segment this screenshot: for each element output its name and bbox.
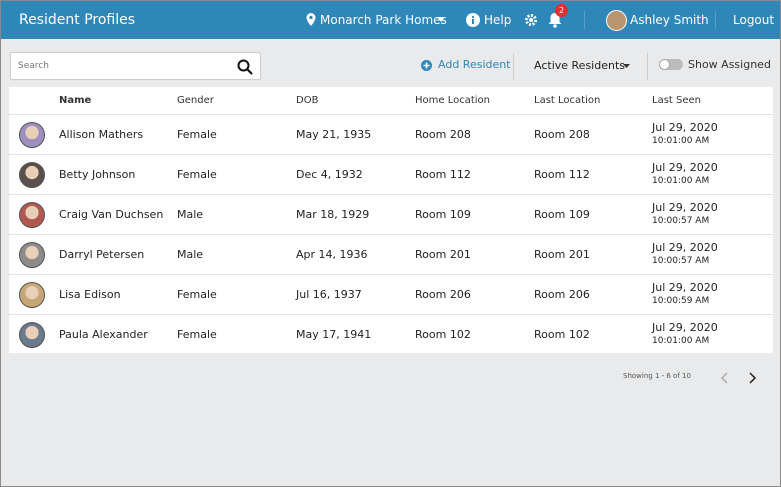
- search-placeholder: Search: [18, 61, 49, 71]
- settings-icon[interactable]: [525, 14, 537, 26]
- gender: Female: [177, 328, 217, 341]
- help-link[interactable]: Help: [484, 13, 512, 27]
- last-location: Room 102: [534, 328, 590, 341]
- last-seen-time: 10:00:59 AM: [652, 296, 710, 306]
- top-bar: Resident Profiles Monarch Park Homes Hel…: [1, 1, 780, 39]
- filter-select[interactable]: Active Residents: [534, 59, 625, 72]
- dob: May 17, 1941: [296, 328, 372, 341]
- home-location: Room 208: [415, 128, 471, 141]
- caret: [623, 64, 630, 68]
- table-row[interactable]: Allison Mathers Female May 21, 1935 Room 20…: [9, 114, 773, 154]
- search-box[interactable]: Search: [10, 52, 261, 80]
- last-seen-time: 10:01:00 AM: [652, 336, 710, 346]
- avatar: [19, 242, 45, 268]
- gender: Female: [177, 288, 217, 301]
- location-select[interactable]: Monarch Park Homes: [320, 13, 447, 27]
- separator: [647, 53, 648, 80]
- logout-link[interactable]: Logout: [733, 13, 775, 27]
- table-row[interactable]: Lisa Edison Female Jul 16, 1937 Room 206 Roo…: [9, 274, 773, 314]
- user-name[interactable]: Ashley Smith: [630, 13, 709, 27]
- pin-icon: [306, 13, 316, 26]
- home-location: Room 206: [415, 288, 471, 301]
- add-icon: [421, 60, 432, 71]
- column-header: Home Location: [415, 95, 491, 106]
- home-location: Room 109: [415, 208, 471, 221]
- column-header: DOB: [296, 95, 319, 106]
- add-resident-button[interactable]: Add Resident: [438, 58, 511, 71]
- avatar: [19, 282, 45, 308]
- last-location: Room 201: [534, 248, 590, 261]
- toggle-switch[interactable]: [659, 59, 683, 70]
- avatar: [19, 162, 45, 188]
- toggle-label: Show Assigned: [688, 58, 771, 71]
- resident-name: Lisa Edison: [59, 288, 121, 301]
- last-seen-date: Jul 29, 2020: [652, 321, 718, 334]
- column-header: Last Seen: [652, 95, 701, 106]
- dob: Jul 16, 1937: [296, 288, 362, 301]
- last-location: Room 206: [534, 288, 590, 301]
- table-row[interactable]: Craig Van Duchsen Male Mar 18, 1929 Room 10…: [9, 194, 773, 234]
- dob: Apr 14, 1936: [296, 248, 368, 261]
- resident-name: Craig Van Duchsen: [59, 208, 164, 221]
- next-page[interactable]: [748, 372, 756, 384]
- resident-name: Darryl Petersen: [59, 248, 145, 261]
- last-seen-time: 10:01:00 AM: [652, 136, 710, 146]
- notification-badge: 2: [555, 4, 568, 17]
- last-seen-date: Jul 29, 2020: [652, 161, 718, 174]
- column-header: Name: [59, 95, 92, 106]
- column-header: Gender: [177, 95, 214, 106]
- caret: [437, 17, 445, 22]
- table-row[interactable]: Paula Alexander Female May 17, 1941 Room 10…: [9, 314, 773, 354]
- table-row[interactable]: Betty Johnson Female Dec 4, 1932 Room 112 Ro…: [9, 154, 773, 194]
- resident-name: Betty Johnson: [59, 168, 136, 181]
- gender: Female: [177, 128, 217, 141]
- table-row[interactable]: Darryl Petersen Male Apr 14, 1936 Room 201 R…: [9, 234, 773, 274]
- prev-page[interactable]: [721, 372, 729, 384]
- gender: Female: [177, 168, 217, 181]
- resident-name: Allison Mathers: [59, 128, 144, 141]
- last-location: Room 109: [534, 208, 590, 221]
- resident-name: Paula Alexander: [59, 328, 148, 341]
- last-seen-date: Jul 29, 2020: [652, 281, 718, 294]
- last-location: Room 112: [534, 168, 590, 181]
- user-avatar: [606, 10, 627, 31]
- last-seen-time: 10:01:00 AM: [652, 176, 710, 186]
- search-icon: [237, 59, 253, 75]
- last-seen-date: Jul 29, 2020: [652, 241, 718, 254]
- last-location: Room 208: [534, 128, 590, 141]
- separator: [513, 53, 514, 80]
- dob: Mar 18, 1929: [296, 208, 370, 221]
- last-seen-time: 10:00:57 AM: [652, 256, 710, 266]
- pagination-summary: Showing 1 - 6 of 10: [623, 372, 691, 380]
- page-title: Resident Profiles: [19, 12, 136, 28]
- resident-table: Name Gender DOB Home Location Last Location L…: [9, 87, 773, 353]
- last-seen-date: Jul 29, 2020: [652, 201, 718, 214]
- avatar: [19, 122, 45, 148]
- last-seen-time: 10:00:57 AM: [652, 216, 710, 226]
- separator: [715, 11, 716, 29]
- dob: May 21, 1935: [296, 128, 372, 141]
- gender: Male: [177, 208, 204, 221]
- dob: Dec 4, 1932: [296, 168, 363, 181]
- separator: [584, 11, 585, 29]
- avatar: [19, 322, 45, 348]
- last-seen-date: Jul 29, 2020: [652, 121, 718, 134]
- info-icon: [466, 13, 480, 27]
- column-header: Last Location: [534, 95, 601, 106]
- avatar: [19, 202, 45, 228]
- gender: Male: [177, 248, 204, 261]
- home-location: Room 102: [415, 328, 471, 341]
- home-location: Room 112: [415, 168, 471, 181]
- home-location: Room 201: [415, 248, 471, 261]
